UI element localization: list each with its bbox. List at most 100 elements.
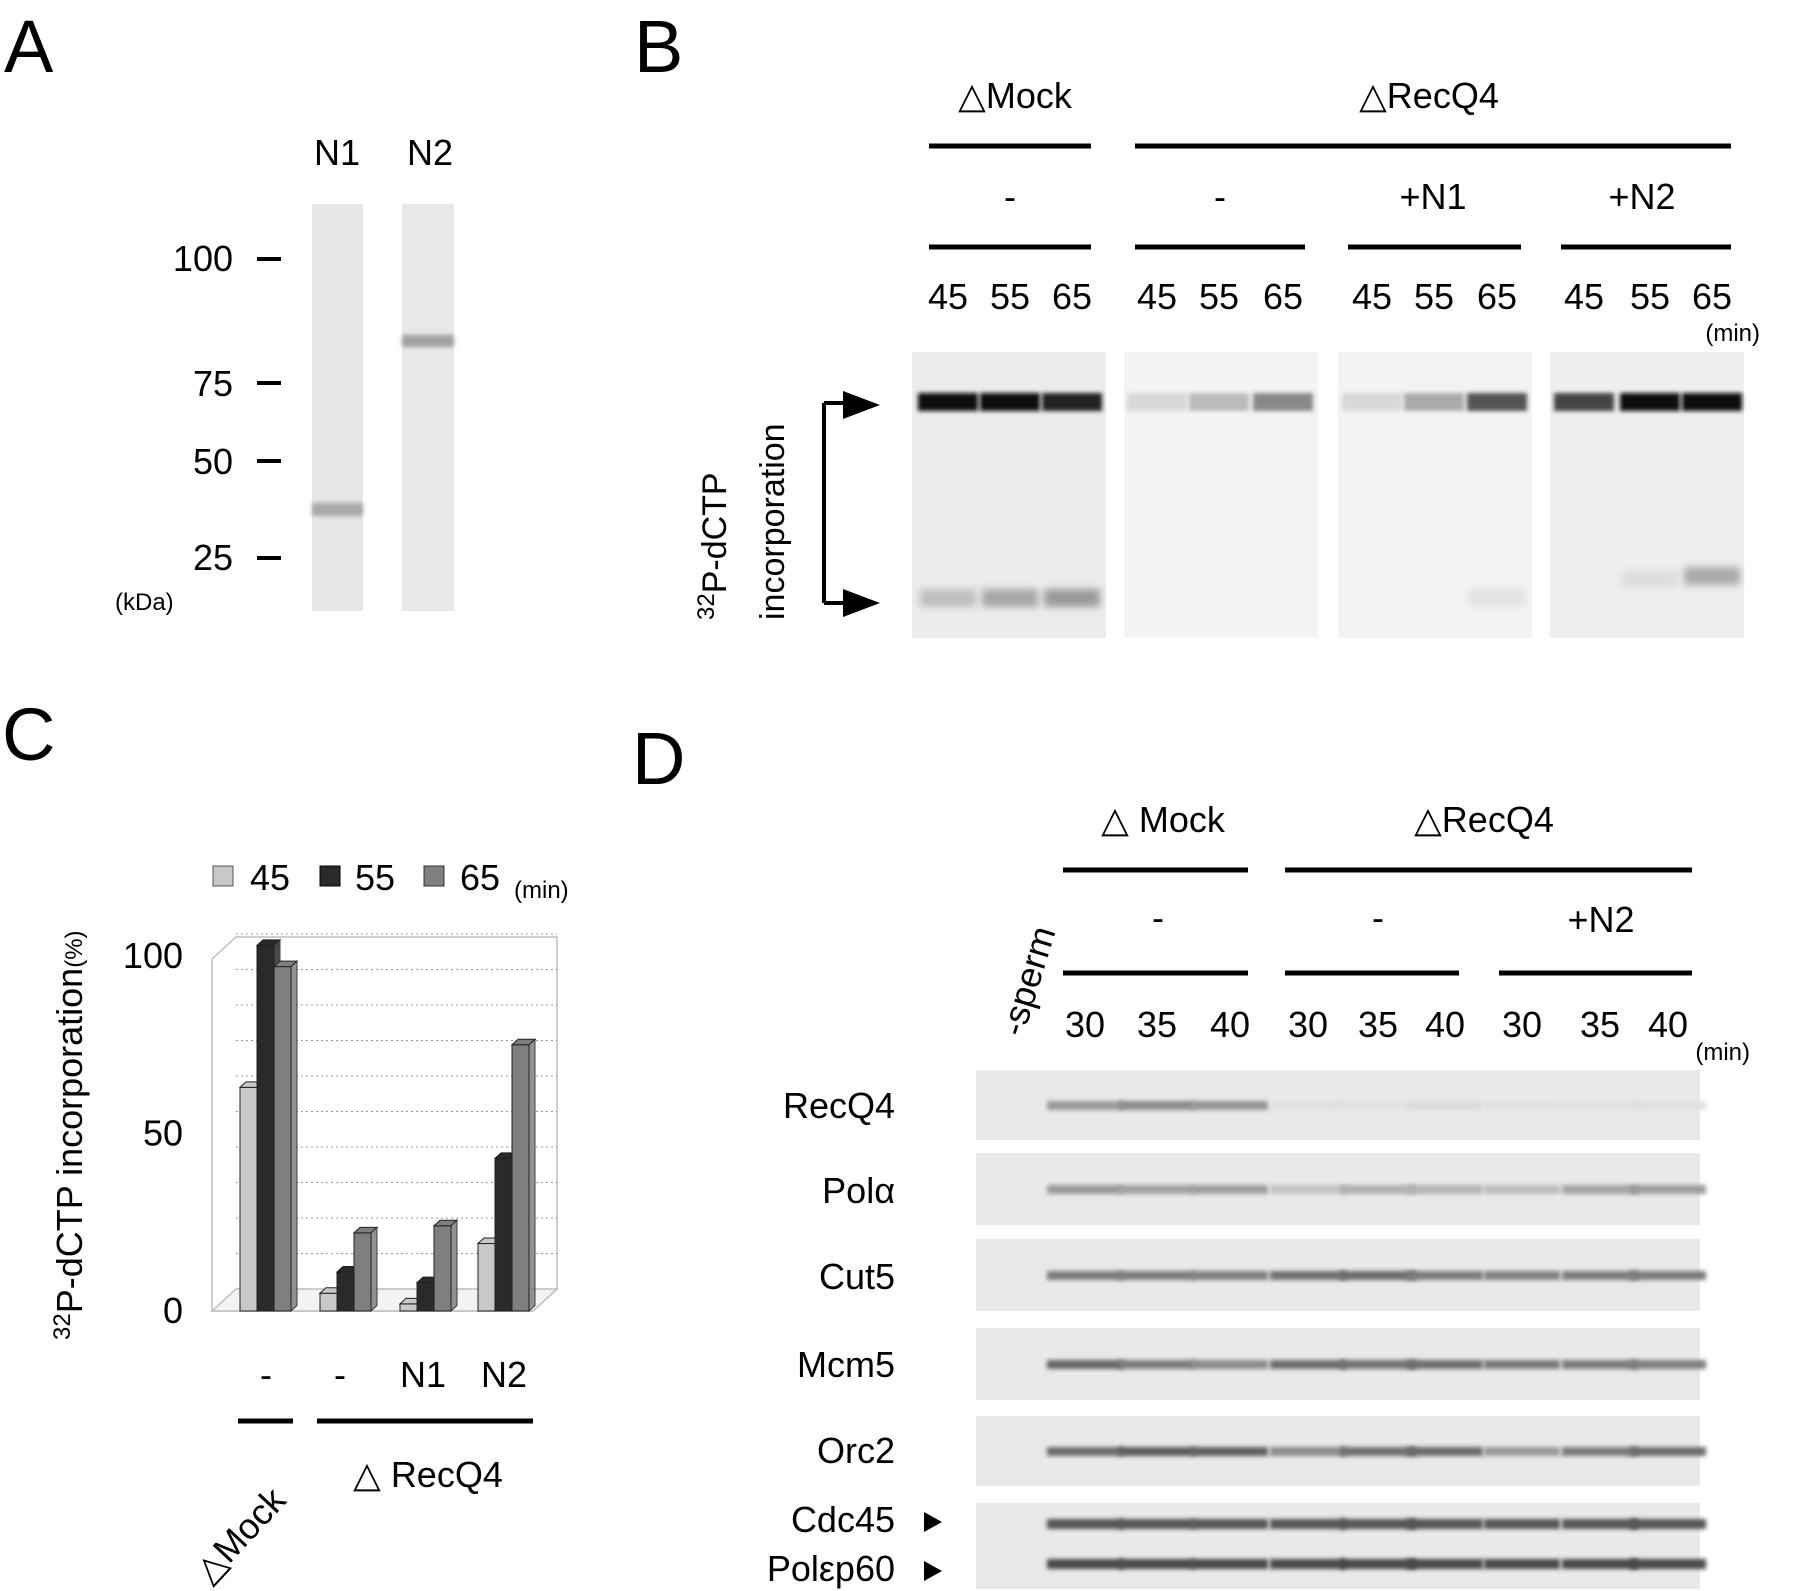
group-mock-label: △ Mock	[1101, 799, 1226, 840]
gel-band-upper	[1620, 393, 1680, 411]
blot-band-polep60	[1119, 1559, 1195, 1569]
time-label: 65	[1263, 276, 1303, 317]
gel-band-lower	[1469, 589, 1525, 607]
bar	[494, 1157, 513, 1312]
arrow-head-icon	[843, 391, 880, 419]
blot-band	[1270, 1271, 1346, 1280]
time-label: 55	[1199, 276, 1239, 317]
gel-band-upper	[1127, 393, 1187, 411]
blot-band	[1484, 1185, 1560, 1194]
time-label: 30	[1502, 1004, 1542, 1045]
marker-25: 25	[193, 537, 233, 578]
blot-band	[1192, 1271, 1268, 1280]
blot-band	[1192, 1447, 1268, 1456]
blot-band	[1407, 1447, 1483, 1456]
time-label: 45	[1564, 276, 1604, 317]
bar-side	[450, 1219, 458, 1313]
marker-100: 100	[173, 238, 233, 279]
blot-band	[1630, 1447, 1706, 1456]
marker-50: 50	[193, 441, 233, 482]
category-label: -	[260, 1354, 272, 1395]
ylabel-line-1: P-dCTP	[696, 472, 734, 593]
legend-swatch	[423, 865, 445, 887]
blot-band-cdc45	[1270, 1519, 1346, 1529]
sperm-label: -sperm	[991, 921, 1063, 1040]
time-label: 35	[1137, 1004, 1177, 1045]
bar-chart: 0 50 100 - - N1 N2	[123, 933, 559, 1395]
blot-band-cdc45	[1119, 1519, 1195, 1529]
blot-band-cdc45	[1047, 1519, 1123, 1529]
blot-band-cdc45	[1192, 1519, 1268, 1529]
condition-label: +N1	[1399, 176, 1466, 217]
autoradiograph	[912, 352, 1744, 638]
panel-a: A N1 N2 100 75 50 25 (kDa)	[4, 5, 454, 616]
time-unit: (min)	[1705, 320, 1760, 347]
panel-b: B △Mock △RecQ4 - - +N1 +N2 45 55 65 45 55 65 4…	[634, 5, 1760, 638]
condition-label: -	[1004, 176, 1016, 217]
y-axis-label: 32P-dCTP incorporation	[693, 423, 792, 620]
time-label: 30	[1065, 1004, 1105, 1045]
blot-band	[1562, 1271, 1638, 1280]
group-recq4-label: △RecQ4	[1414, 799, 1554, 840]
blot-band	[1192, 1185, 1268, 1194]
bar-side	[370, 1226, 378, 1313]
time-label: 40	[1210, 1004, 1250, 1045]
bar-side	[528, 1038, 536, 1313]
lane-label-n1: N1	[314, 132, 360, 173]
group-mock-label: △Mock	[958, 75, 1073, 116]
condition-label: -	[1152, 897, 1164, 938]
time-label: 45	[1352, 276, 1392, 317]
blot-band	[1562, 1360, 1638, 1369]
bar	[239, 1086, 258, 1312]
gel-band-lower	[1622, 570, 1678, 588]
blot-band	[1340, 1271, 1416, 1280]
blot-band-polep60	[1630, 1559, 1706, 1569]
blot-band	[1562, 1185, 1638, 1194]
time-labels: 45 55 65 45 55 65 45 55 65 45 55 65	[928, 276, 1732, 317]
legend-label: 45	[250, 857, 290, 898]
time-label: 30	[1288, 1004, 1328, 1045]
chart-ylabel: 32P-dCTP incorporation(%)	[49, 930, 90, 1340]
legend-unit: (min)	[514, 877, 569, 904]
gel-band-n2	[402, 335, 454, 347]
gel-band-upper	[1554, 393, 1614, 411]
blot-band	[1484, 1101, 1560, 1110]
gel-band-lower	[1044, 589, 1100, 607]
gel-band-upper	[1467, 393, 1527, 411]
blot-band	[1630, 1101, 1706, 1110]
row-label: Cut5	[819, 1256, 895, 1297]
blot-band	[1119, 1360, 1195, 1369]
legend: 45 55 65 (min)	[212, 857, 569, 904]
ylabel-superscript: 32	[693, 593, 720, 620]
time-label: 40	[1648, 1004, 1688, 1045]
time-label: 45	[1137, 276, 1177, 317]
blot-band	[1047, 1271, 1123, 1280]
group-mock-label: △Mock	[186, 1479, 294, 1591]
panel-label-d: D	[632, 717, 685, 800]
blot-band	[1562, 1101, 1638, 1110]
gel-band-upper	[1404, 393, 1464, 411]
blot-band	[1407, 1101, 1483, 1110]
blot-band	[1119, 1271, 1195, 1280]
blot-band-polep60	[1340, 1559, 1416, 1569]
blot-band	[1270, 1185, 1346, 1194]
condition-label: +N2	[1567, 899, 1634, 940]
panel-label-a: A	[4, 5, 54, 88]
group-recq4-label: △ RecQ4	[353, 1454, 503, 1495]
bar	[319, 1292, 338, 1312]
condition-label: -	[1214, 176, 1226, 217]
bar-side	[290, 960, 298, 1313]
blot-band	[1192, 1360, 1268, 1369]
ylabel-line-2: incorporation	[754, 423, 792, 620]
blot-band-polep60	[1270, 1559, 1346, 1569]
blot-band	[1192, 1101, 1268, 1110]
blot-band	[1047, 1101, 1123, 1110]
time-label: 65	[1477, 276, 1517, 317]
svg-text:32P-dCTP: 32P-dCTP	[693, 472, 734, 620]
blot-band	[1630, 1185, 1706, 1194]
panel-c: C 45 55 65 (min) 32P-dCTP incorporation(…	[2, 693, 569, 1590]
panel-d: D △ Mock △RecQ4 -sperm - - +N2 30 35 40 30 3…	[632, 717, 1750, 1589]
row-label: Polεp60	[767, 1548, 895, 1589]
gel-band-lower	[1684, 567, 1740, 585]
